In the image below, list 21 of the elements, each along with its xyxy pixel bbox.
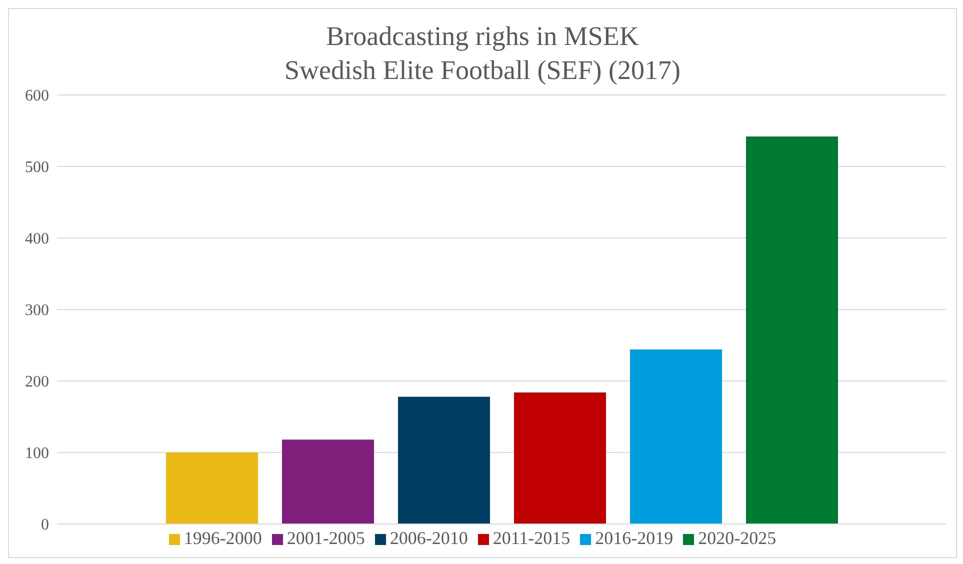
bar [630, 350, 722, 524]
legend-label: 2020-2025 [698, 528, 776, 548]
legend-label: 2001-2005 [286, 528, 365, 548]
y-tick-label: 0 [41, 516, 49, 534]
legend-label: 2011-2015 [492, 528, 570, 548]
bar [282, 440, 374, 524]
legend-label: 2006-2010 [390, 528, 468, 548]
y-tick-label: 100 [25, 445, 49, 462]
bar [514, 392, 606, 524]
legend-label: 1996-2000 [184, 528, 262, 548]
y-tick-label: 600 [25, 88, 49, 105]
y-tick-label: 500 [25, 159, 49, 176]
y-tick-label: 400 [25, 230, 49, 248]
y-tick-label: 300 [25, 302, 49, 320]
chart-title: Broadcasting righs in MSEK [325, 20, 640, 53]
bar [746, 136, 838, 524]
legend-label: 2016-2019 [595, 528, 674, 548]
bar [398, 396, 490, 524]
y-tick-label: 200 [25, 374, 49, 391]
chart-subtitle: Swedish Elite Football (SEF) (2017) [284, 54, 682, 87]
bar [166, 452, 258, 524]
